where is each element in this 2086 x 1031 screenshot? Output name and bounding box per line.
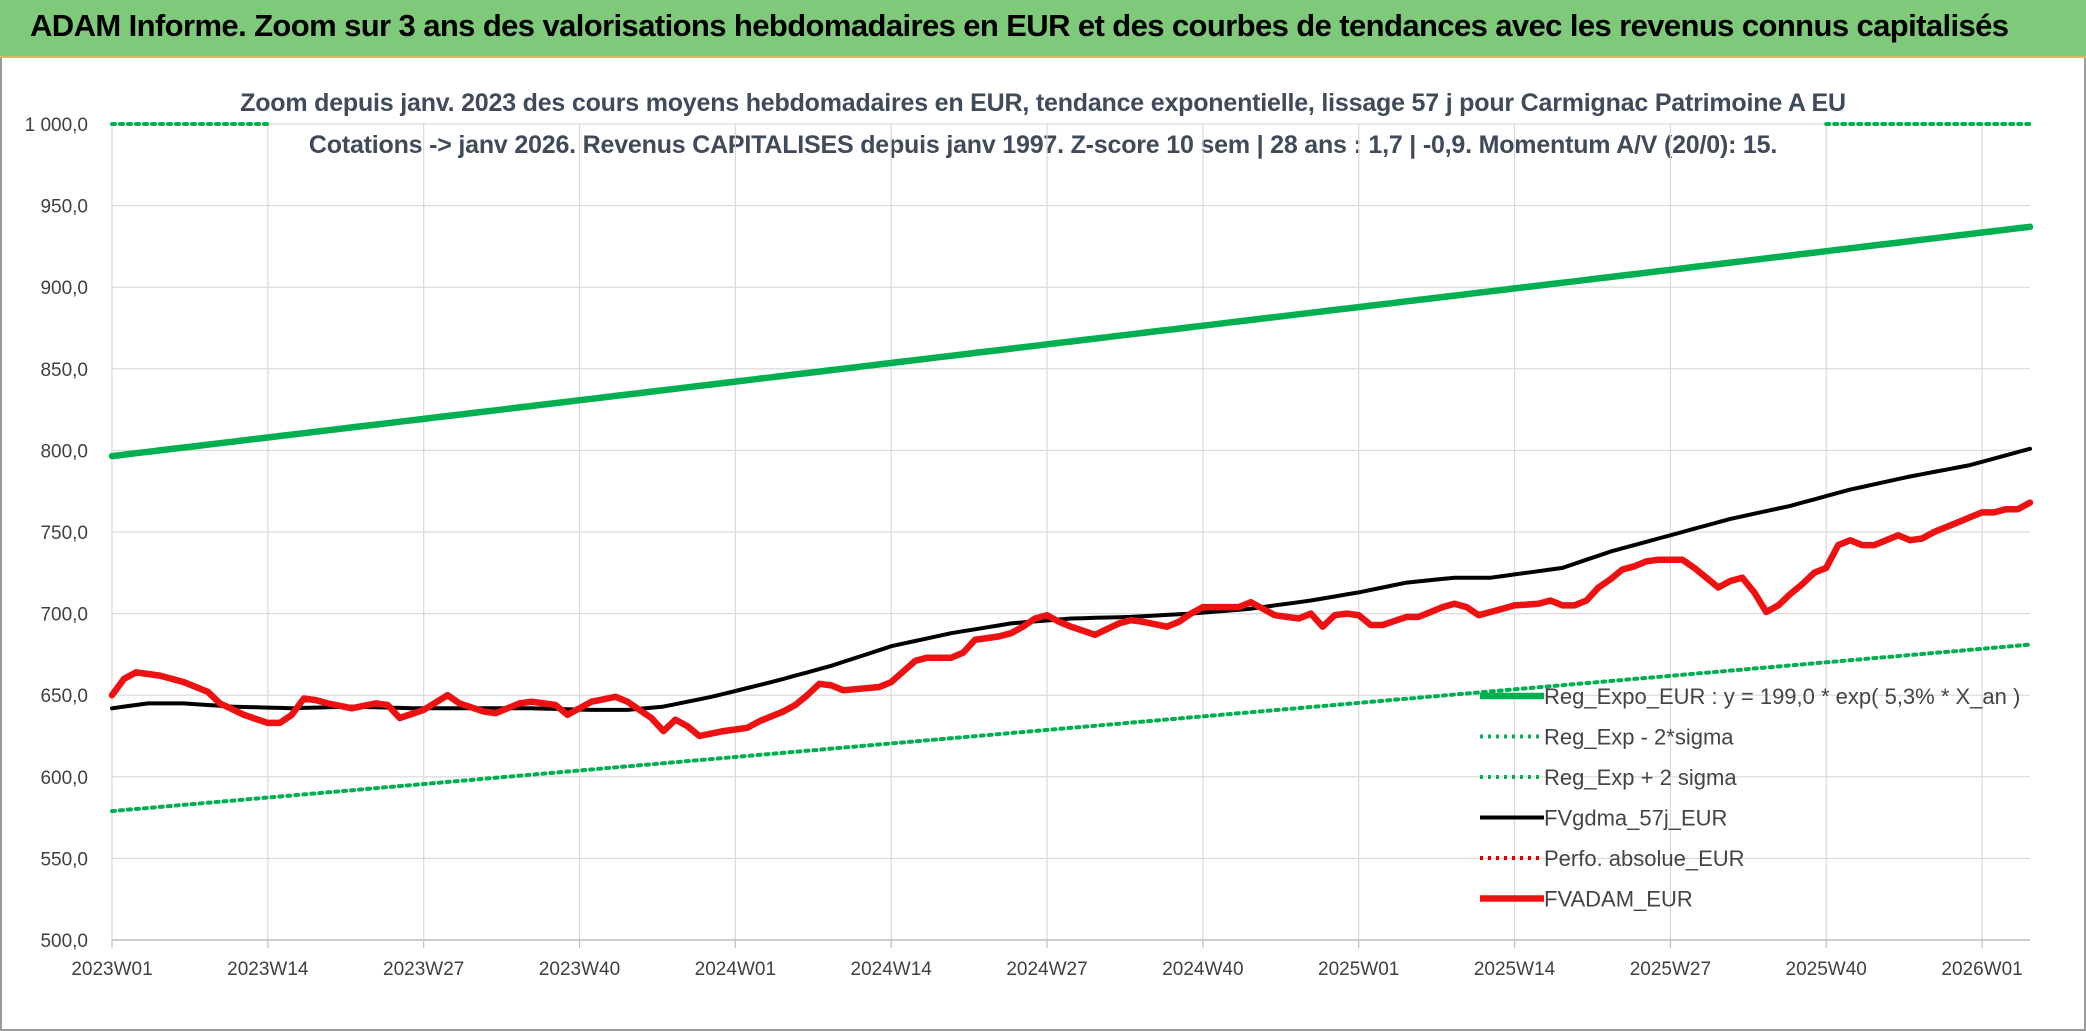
y-tick-label: 1 000,0 bbox=[25, 115, 88, 136]
series-lines bbox=[108, 122, 2034, 814]
y-tick-label: 750,0 bbox=[40, 523, 88, 544]
legend-entry[interactable]: FVgdma_57j_EUR bbox=[1480, 806, 1727, 831]
legend-label: Reg_Exp + 2 sigma bbox=[1544, 765, 1737, 790]
x-tick-label: 2024W01 bbox=[695, 959, 776, 980]
y-tick-label: 600,0 bbox=[40, 768, 88, 789]
legend-label: FVgdma_57j_EUR bbox=[1544, 806, 1727, 831]
legend[interactable]: Reg_Expo_EUR : y = 199,0 * exp( 5,3% * X… bbox=[1480, 684, 2020, 912]
y-tick-label: 550,0 bbox=[40, 849, 88, 870]
legend-entry[interactable]: Reg_Exp + 2 sigma bbox=[1480, 765, 1737, 790]
x-tick-label: 2024W27 bbox=[1006, 959, 1087, 980]
report-title: ADAM Informe. Zoom sur 3 ans des valoris… bbox=[30, 8, 2009, 43]
y-axis: 500,0 550,0 600,0 650,0 700,0 750,0 800,0 850,0… bbox=[25, 115, 88, 952]
legend-label: Perfo. absolue_EUR bbox=[1544, 846, 1745, 871]
x-axis: 2023W01 2023W14 2023W27 2023W40 2024W01 2024W… bbox=[71, 939, 2030, 980]
header-bar: ADAM Informe. Zoom sur 3 ans des valoris… bbox=[0, 0, 2086, 58]
legend-entry[interactable]: Reg_Exp - 2*sigma bbox=[1480, 725, 1734, 750]
x-tick-label: 2023W14 bbox=[227, 959, 309, 980]
x-tick-label: 2025W27 bbox=[1630, 959, 1711, 980]
y-tick-label: 950,0 bbox=[40, 197, 88, 218]
x-tick-label: 2024W14 bbox=[851, 959, 933, 980]
legend-label: Reg_Exp - 2*sigma bbox=[1544, 725, 1734, 750]
x-tick-label: 2025W14 bbox=[1474, 959, 1556, 980]
legend-label: Reg_Expo_EUR : y = 199,0 * exp( 5,3% * X… bbox=[1544, 684, 2020, 709]
y-tick-label: 900,0 bbox=[40, 278, 88, 299]
series-line-0 bbox=[108, 223, 2034, 460]
chart-title-line2: Cotations -> janv 2026. Revenus CAPITALI… bbox=[309, 131, 1777, 159]
y-tick-label: 850,0 bbox=[40, 360, 88, 381]
y-tick-label: 650,0 bbox=[40, 686, 88, 707]
series-line-1 bbox=[110, 642, 2032, 814]
grid bbox=[111, 123, 2030, 941]
y-tick-label: 500,0 bbox=[40, 931, 88, 952]
legend-entry[interactable]: Reg_Expo_EUR : y = 199,0 * exp( 5,3% * X… bbox=[1480, 684, 2020, 709]
x-tick-label: 2025W40 bbox=[1786, 959, 1867, 980]
legend-entry[interactable]: FVADAM_EUR bbox=[1480, 887, 1693, 912]
x-tick-label: 2024W40 bbox=[1162, 959, 1243, 980]
x-tick-label: 2026W01 bbox=[1941, 959, 2022, 980]
legend-entry[interactable]: Perfo. absolue_EUR bbox=[1480, 846, 1745, 871]
legend-label: FVADAM_EUR bbox=[1544, 887, 1693, 912]
x-tick-label: 2023W01 bbox=[71, 959, 152, 980]
x-tick-label: 2025W01 bbox=[1318, 959, 1399, 980]
series-line-5 bbox=[108, 499, 2034, 740]
y-tick-label: 800,0 bbox=[40, 441, 88, 462]
x-tick-label: 2023W40 bbox=[539, 959, 620, 980]
chart-title-line1: Zoom depuis janv. 2023 des cours moyens … bbox=[240, 89, 1846, 117]
y-tick-label: 700,0 bbox=[40, 605, 88, 626]
x-tick-label: 2023W27 bbox=[383, 959, 464, 980]
